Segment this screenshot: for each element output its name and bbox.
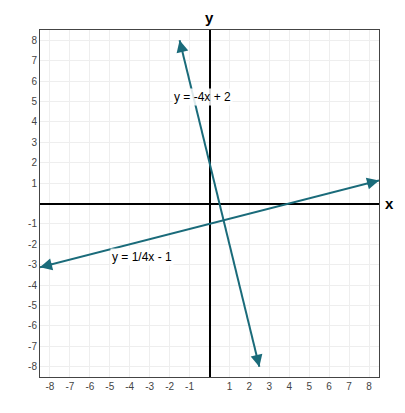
svg-text:6: 6 [31,76,37,87]
svg-text:y: y [205,9,214,26]
svg-text:-8: -8 [46,381,55,392]
svg-text:-2: -2 [165,381,174,392]
svg-text:-3: -3 [28,259,37,270]
svg-text:-5: -5 [105,381,114,392]
svg-text:-6: -6 [28,320,37,331]
svg-text:3: 3 [31,137,37,148]
svg-text:-7: -7 [65,381,74,392]
svg-text:7: 7 [31,55,37,66]
svg-text:1: 1 [227,381,233,392]
svg-text:x: x [385,195,394,212]
svg-text:-8: -8 [28,361,37,372]
svg-text:-2: -2 [28,239,37,250]
svg-text:5: 5 [31,96,37,107]
svg-text:6: 6 [326,381,332,392]
svg-text:-7: -7 [28,341,37,352]
svg-text:-4: -4 [28,280,37,291]
svg-text:-3: -3 [145,381,154,392]
svg-text:4: 4 [31,116,37,127]
svg-text:-4: -4 [125,381,134,392]
svg-text:-5: -5 [28,300,37,311]
svg-text:7: 7 [346,381,352,392]
svg-text:y = 1/4x - 1: y = 1/4x - 1 [112,250,172,264]
svg-text:4: 4 [286,381,292,392]
svg-text:3: 3 [267,381,273,392]
svg-text:2: 2 [247,381,253,392]
svg-text:1: 1 [31,178,37,189]
svg-text:-1: -1 [28,218,37,229]
svg-text:y = -4x + 2: y = -4x + 2 [174,90,231,104]
svg-text:2: 2 [31,157,37,168]
svg-text:-6: -6 [85,381,94,392]
svg-text:5: 5 [306,381,312,392]
svg-text:8: 8 [366,381,372,392]
svg-text:8: 8 [31,35,37,46]
svg-text:-1: -1 [185,381,194,392]
